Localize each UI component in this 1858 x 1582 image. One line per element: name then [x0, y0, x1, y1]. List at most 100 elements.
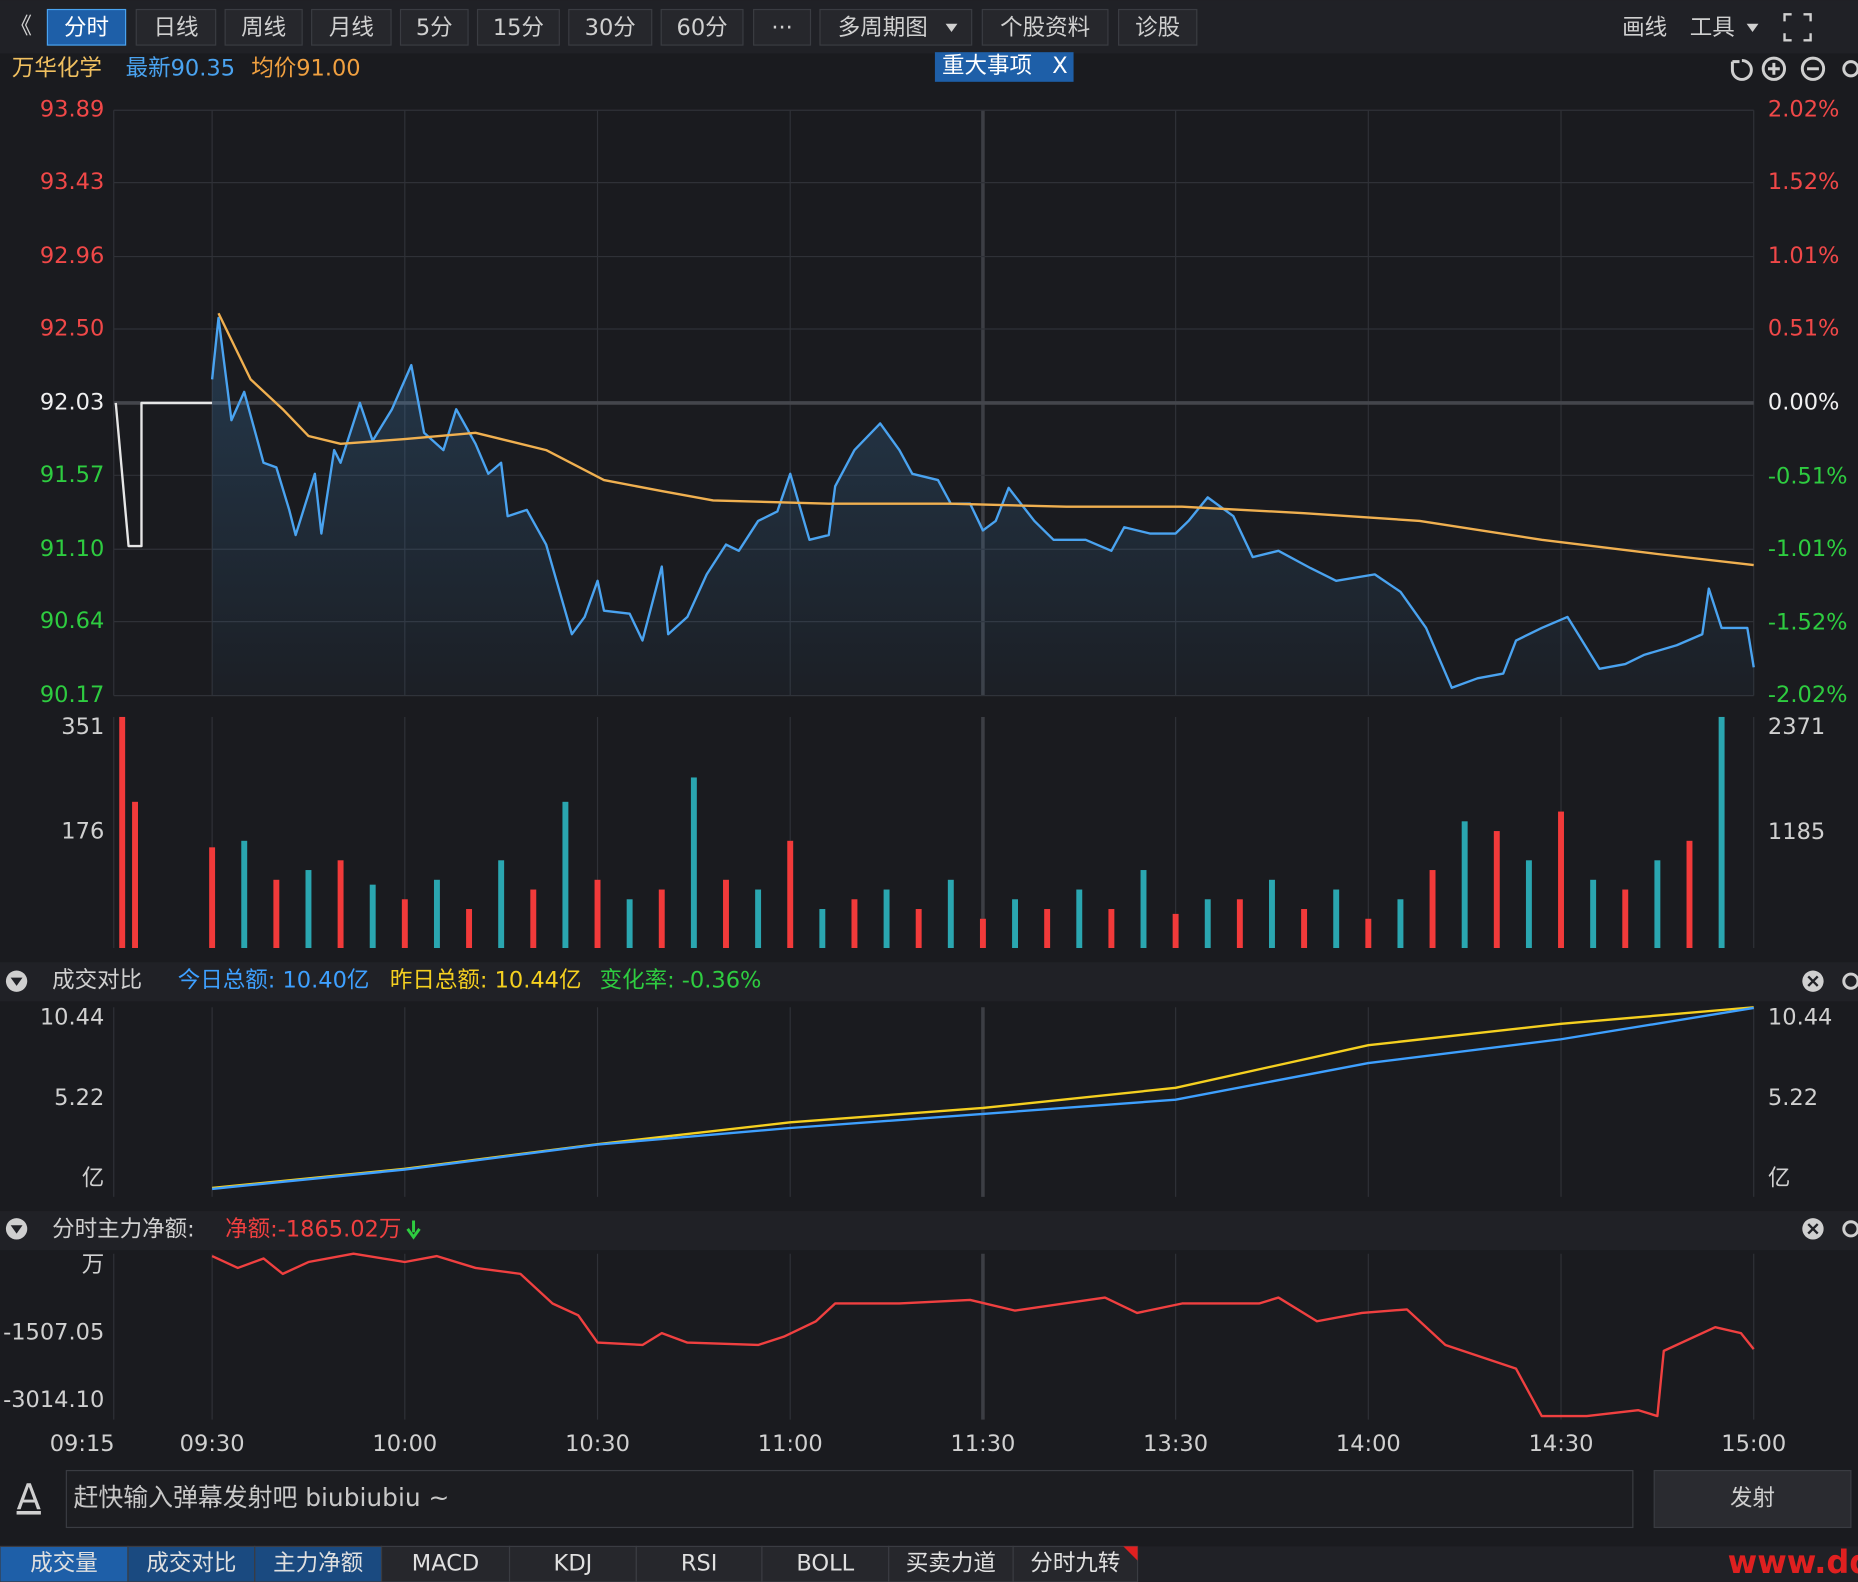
x-tick-label: 10:30 [565, 1431, 630, 1457]
volume-bar [530, 889, 537, 949]
toolbar-tab[interactable] [224, 8, 303, 46]
bottom-tab-label[interactable]: 成交量 [30, 1551, 98, 1577]
toolbar-tab[interactable] [660, 8, 744, 46]
volume-bar [305, 870, 312, 949]
bottom-tab[interactable] [635, 1545, 763, 1582]
bottom-tab[interactable] [1012, 1545, 1139, 1582]
volume-bar [466, 909, 473, 949]
y-tick-label: 5.22 [54, 1085, 104, 1111]
y-tick-label: 10.44 [40, 1004, 104, 1030]
change-rate: 变化率: -0.36% [600, 968, 762, 994]
panel-title: 分时主力净额: [52, 1217, 195, 1243]
y2-tick-label: -1.01% [1768, 536, 1848, 562]
toolbar-tab-label[interactable]: 个股资料 [1000, 15, 1090, 41]
toolbar-tab[interactable] [981, 8, 1109, 46]
x-tick-label: 13:30 [1143, 1431, 1208, 1457]
yesterday-total: 昨日总额: 10.44亿 [390, 968, 582, 994]
bottom-tab-label[interactable]: 成交对比 [146, 1551, 236, 1577]
volume-bar [851, 899, 858, 949]
toolbar-tab-label[interactable]: 15分 [493, 15, 544, 41]
close-cross [1807, 975, 1819, 987]
font-icon[interactable]: A [17, 1477, 42, 1518]
x-tick-label: 15:00 [1721, 1431, 1786, 1457]
back-button[interactable]: 《 [9, 14, 32, 40]
volume-bar [1718, 716, 1725, 949]
bottom-tab[interactable] [888, 1545, 1014, 1582]
y2-tick-label: -2.02% [1768, 682, 1848, 708]
toolbar-tab[interactable] [1117, 8, 1198, 46]
panel-title: 成交对比 [52, 968, 142, 994]
bottom-tab-label[interactable]: KDJ [554, 1551, 593, 1577]
volume-bar [1493, 831, 1500, 949]
send-label[interactable]: 发射 [1730, 1486, 1775, 1512]
event-close[interactable]: X [1052, 53, 1067, 79]
bottom-tab-label[interactable]: 分时九转 [1030, 1551, 1120, 1577]
y2-tick-label: 2.02% [1768, 97, 1839, 123]
toolbar-tab-label[interactable]: 30分 [585, 15, 636, 41]
charts: 93.89 93.43 92.96 92.50 92.03 91.57 91.10 90.64… [3, 97, 1847, 1457]
bottom-tab-label[interactable]: 主力净额 [273, 1551, 363, 1577]
volume-bar [119, 716, 126, 949]
toolbar-tab-label[interactable]: 诊股 [1135, 15, 1180, 41]
volume-bar [498, 860, 505, 949]
send-button[interactable] [1653, 1469, 1852, 1529]
toolbar-tab-label[interactable]: 周线 [241, 15, 286, 41]
tools-menu[interactable]: 工具 [1690, 15, 1735, 41]
toolbar-tab-label[interactable]: ··· [771, 15, 792, 41]
volume-bar [1108, 909, 1115, 949]
toolbar-tab[interactable] [46, 8, 127, 46]
toolbar-tab-label[interactable]: 月线 [329, 15, 374, 41]
volume-bar [1236, 899, 1243, 949]
bottom-tab-label[interactable]: MACD [412, 1551, 479, 1577]
down-arrow [406, 1220, 421, 1240]
volume-bar [337, 860, 344, 949]
toolbar-tab[interactable] [753, 8, 812, 46]
volume-bar [723, 879, 729, 949]
bottom-tab-label[interactable]: RSI [681, 1551, 718, 1577]
y2-tick-label: 1185 [1768, 819, 1825, 845]
volume-bar [1044, 909, 1051, 949]
volume-bar [658, 889, 665, 949]
toolbar-tab-label[interactable]: 60分 [677, 15, 728, 41]
x-tick-label: 09:15 [50, 1431, 115, 1457]
bottom-tab[interactable] [380, 1545, 511, 1582]
series-line [217, 312, 1754, 567]
volume-bar [947, 879, 954, 949]
event-label[interactable]: 重大事项 [942, 53, 1032, 79]
x-tick-label: 11:00 [758, 1431, 823, 1457]
volume-bar [1301, 909, 1308, 949]
collapse-arrow [10, 977, 23, 986]
toolbar-tab[interactable] [399, 8, 469, 46]
collapse-arrow [10, 1225, 23, 1234]
toolbar-tab-label[interactable]: 分时 [64, 15, 109, 41]
bottom-tab[interactable] [127, 1545, 256, 1582]
toolbar-tab[interactable] [476, 8, 560, 46]
bottom-tab[interactable] [761, 1545, 890, 1582]
event-badge[interactable] [934, 52, 1074, 82]
volume-bar [401, 899, 408, 949]
volume-bar [626, 899, 633, 949]
volume-bar [1686, 840, 1693, 949]
draw-tool[interactable]: 画线 [1622, 15, 1667, 41]
y2-tick-label: 0.51% [1768, 316, 1839, 342]
toolbar-tab[interactable] [819, 8, 973, 46]
toolbar-tab-label[interactable]: 5分 [416, 15, 453, 41]
toolbar-tab-label[interactable]: 日线 [153, 15, 198, 41]
toolbar-tab[interactable] [311, 8, 392, 46]
bottom-tab-label[interactable]: 买卖力道 [906, 1551, 996, 1577]
toolbar-tab[interactable] [135, 8, 217, 46]
volume-bar [1076, 889, 1083, 949]
bottom-tab-label[interactable]: BOLL [796, 1551, 854, 1577]
dropdown-arrow [1746, 23, 1759, 33]
bottom-tab[interactable] [254, 1545, 383, 1582]
toolbar-tab-label[interactable]: 多周期图 [838, 15, 928, 41]
fullscreen-icon[interactable] [1783, 13, 1812, 42]
toolbar-tab[interactable] [568, 8, 653, 46]
comment-input[interactable] [65, 1469, 1634, 1529]
volume-bar [755, 889, 762, 949]
x-tick-label: 09:30 [180, 1431, 245, 1457]
volume-bar [915, 909, 922, 949]
chart-controls[interactable] [1730, 56, 1858, 81]
